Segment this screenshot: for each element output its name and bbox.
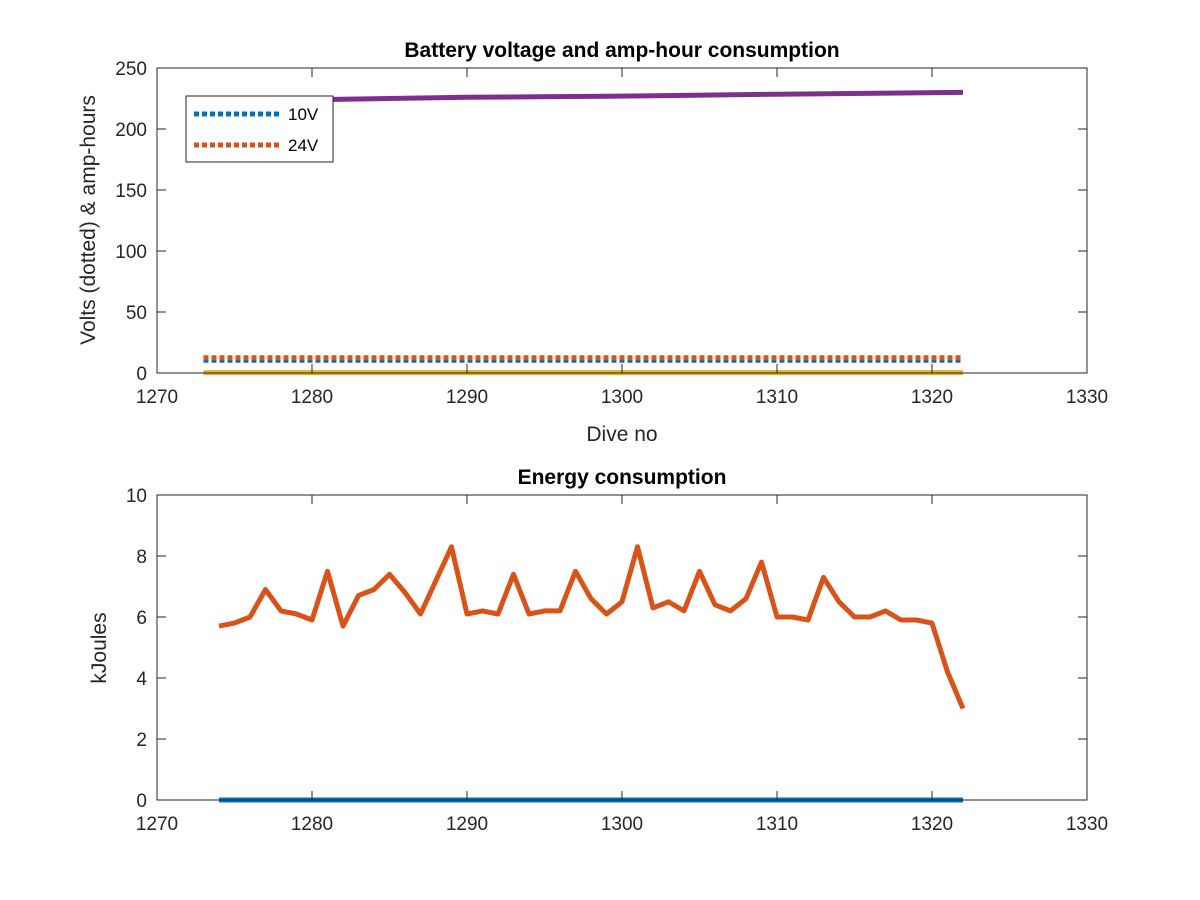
chart-title: Energy consumption (518, 466, 727, 489)
y-axis-label: Volts (dotted) & amp-hours (77, 95, 100, 345)
y-axis-label: kJoules (88, 612, 111, 683)
legend-label-24v: 24V (288, 136, 319, 155)
y-tick-label: 4 (136, 669, 147, 690)
x-tick-label: 1320 (911, 814, 953, 835)
y-tick-label: 2 (136, 730, 147, 751)
y-tick-label: 0 (136, 791, 147, 812)
x-tick-label: 1270 (136, 387, 178, 408)
y-tick-label: 50 (126, 303, 147, 324)
legend: 10V 24V (185, 95, 334, 163)
y-tick-label: 8 (136, 547, 147, 568)
y-tick-label: 150 (115, 181, 147, 202)
x-tick-label: 1280 (291, 814, 333, 835)
series-line-2 (218, 544, 966, 710)
ticks-layer: 1270 1280 1290 1300 1310 1320 1330 0 50 100 150 200… (115, 59, 1108, 408)
x-tick-label: 1300 (601, 387, 643, 408)
x-tick-label: 1330 (1066, 387, 1108, 408)
legend-label-10v: 10V (288, 105, 319, 124)
voltage-amphour-axes: 1270 1280 1290 1300 1310 1320 1330 0 50 100 150 200… (77, 39, 1108, 446)
y-tick-label: 100 (115, 242, 147, 263)
x-axis-label: Dive no (586, 423, 657, 446)
x-tick-label: 1300 (601, 814, 643, 835)
ticks-layer: 1270 1280 1290 1300 1310 1320 1330 0 2 4 6 8 10 (126, 486, 1108, 835)
plot-area (157, 495, 1087, 800)
x-tick-label: 1270 (136, 814, 178, 835)
legend-box (185, 95, 334, 163)
chart-title: Battery voltage and amp-hour consumption (404, 39, 839, 62)
y-tick-label: 6 (136, 608, 147, 629)
x-tick-label: 1330 (1066, 814, 1108, 835)
y-tick-label: 0 (136, 364, 147, 385)
x-tick-label: 1280 (291, 387, 333, 408)
energy-axes: 1270 1280 1290 1300 1310 1320 1330 0 2 4 6 8 10 Ener… (88, 466, 1108, 835)
x-tick-label: 1320 (911, 387, 953, 408)
x-tick-label: 1290 (446, 387, 488, 408)
y-tick-label: 250 (115, 59, 147, 80)
y-tick-label: 200 (115, 120, 147, 141)
x-tick-label: 1310 (756, 387, 798, 408)
x-tick-label: 1310 (756, 814, 798, 835)
y-tick-label: 10 (126, 486, 147, 507)
x-tick-label: 1290 (446, 814, 488, 835)
